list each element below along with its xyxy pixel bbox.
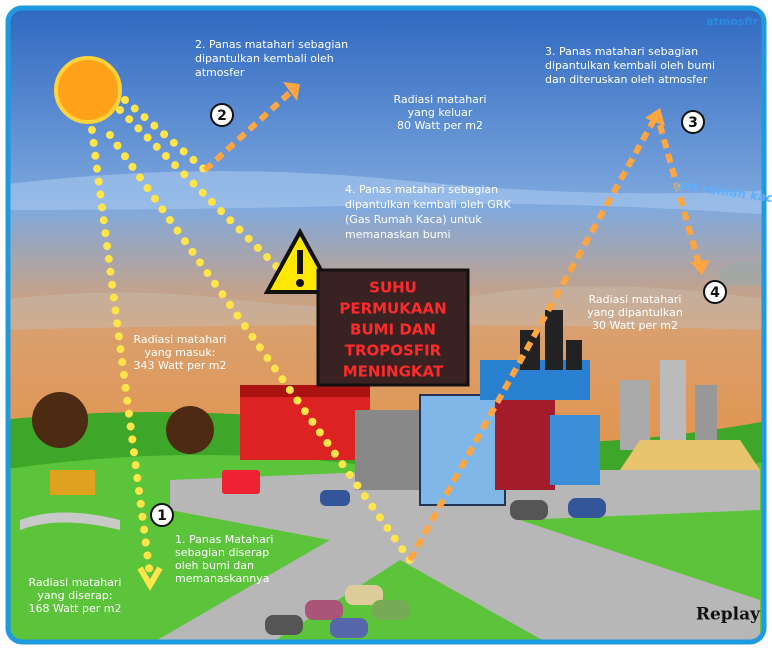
warning-text: SUHU — [369, 279, 417, 297]
note-text: yang keluar — [408, 106, 473, 119]
page: 2. Panas matahari sebagiandipantulkan ke… — [0, 0, 772, 650]
note-text: dipantulkan kembali oleh — [195, 52, 334, 65]
note-text: yang dipantulkan — [587, 306, 683, 319]
note-text: 30 Watt per m2 — [592, 319, 678, 332]
step-number: 1 — [157, 508, 167, 524]
note-text: yang masuk: — [145, 346, 216, 359]
step-number: 3 — [688, 115, 698, 131]
note-text: 4. Panas matahari sebagian — [345, 183, 498, 196]
step-number: 2 — [217, 108, 227, 124]
warning-text: PERMUKAAN — [339, 300, 446, 318]
note-text: Radiasi matahari — [393, 93, 486, 106]
note-text: memanaskannya — [175, 572, 270, 585]
note-text: Radiasi matahari — [588, 293, 681, 306]
warning-text: TROPOSFIR — [345, 342, 442, 360]
note-text: 80 Watt per m2 — [397, 119, 483, 132]
note-text: yang diserap: — [37, 589, 112, 602]
note-text: 1. Panas Matahari — [175, 533, 273, 546]
replay-button[interactable]: Replay — [696, 605, 761, 625]
note-text: 168 Watt per m2 — [28, 602, 121, 615]
note-text: 2. Panas matahari sebagian — [195, 38, 348, 51]
step-number: 4 — [710, 285, 720, 301]
note-text: Radiasi matahari — [28, 576, 121, 589]
note-text: 343 Watt per m2 — [133, 359, 226, 372]
note-text: oleh bumi dan — [175, 559, 254, 572]
warning-text: BUMI DAN — [350, 321, 436, 339]
illustration: 2. Panas matahari sebagiandipantulkan ke… — [0, 0, 772, 650]
note-text: dipantulkan kembali oleh bumi — [545, 59, 715, 72]
note-text: dipantulkan kembali oleh GRK — [345, 198, 511, 211]
note-text: 3. Panas matahari sebagian — [545, 45, 698, 58]
note-text: memanaskan bumi — [345, 228, 451, 241]
warning-text: MENINGKAT — [343, 363, 444, 381]
note-text: sebagian diserap — [175, 546, 269, 559]
note-text: Radiasi matahari — [133, 333, 226, 346]
corner-label: atmosfir — [706, 15, 758, 28]
note-text: (Gas Rumah Kaca) untuk — [345, 213, 482, 226]
note-text: dan diteruskan oleh atmosfer — [545, 73, 708, 86]
note-text: atmosfer — [195, 66, 245, 79]
